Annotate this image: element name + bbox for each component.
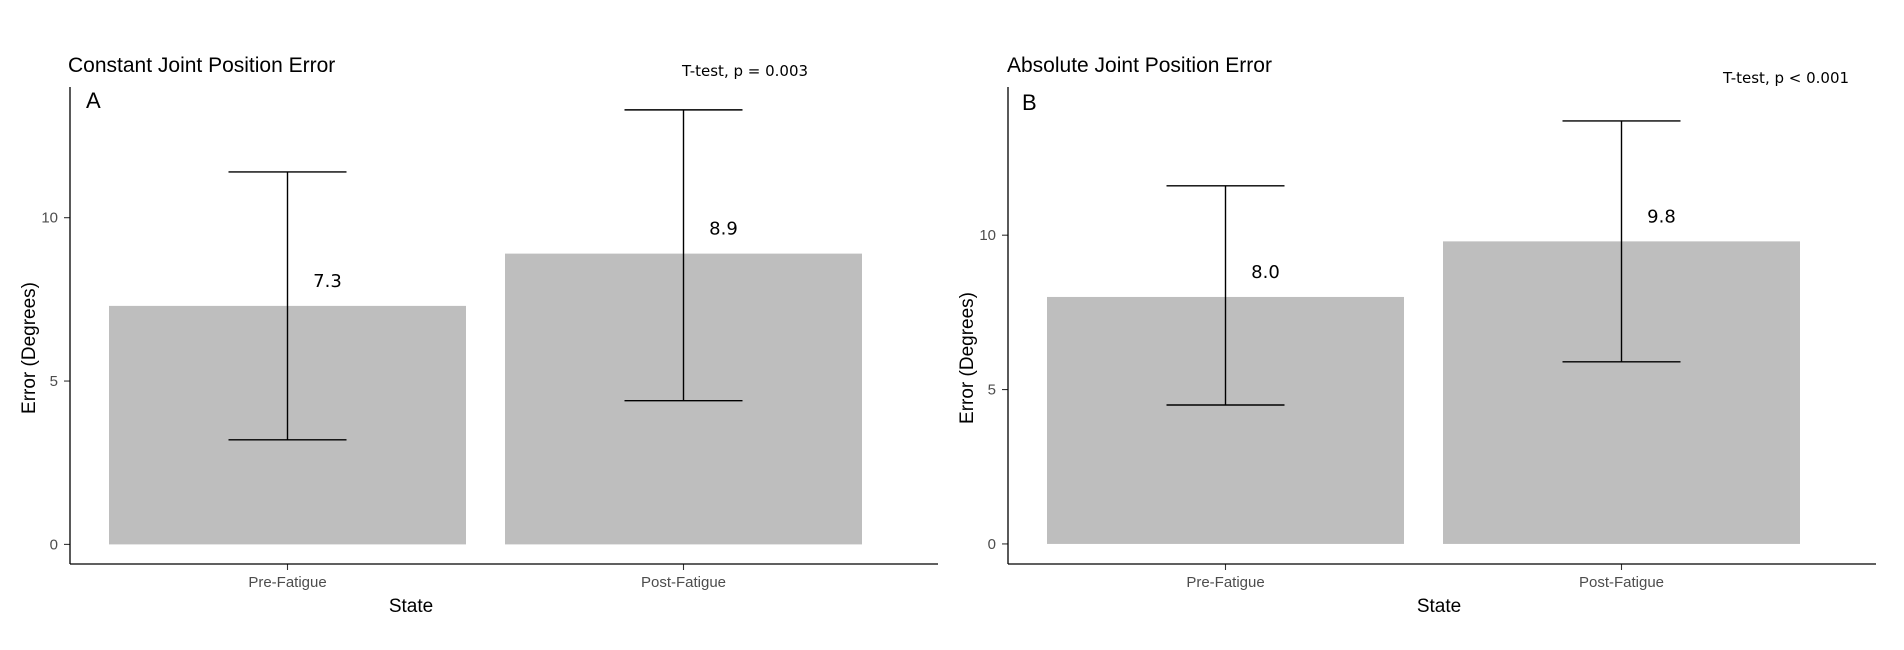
stat-annotation: T-test, p = 0.003 [681, 62, 808, 80]
data-label: 9.8 [1647, 206, 1676, 227]
panel-label: B [1022, 90, 1037, 115]
y-axis-title: Error (Degrees) [957, 292, 978, 424]
y-tick-label: 0 [50, 536, 58, 553]
x-tick-label: Post-Fatigue [1579, 574, 1664, 591]
x-tick-label: Pre-Fatigue [248, 574, 326, 591]
data-label: 7.3 [313, 271, 342, 292]
y-tick-label: 5 [50, 373, 58, 390]
x-axis-title: State [389, 596, 433, 617]
chart-panel-a: Constant Joint Position Error T-test, p … [19, 54, 938, 617]
stat-annotation: T-test, p < 0.001 [1722, 69, 1849, 87]
x-tick-label: Post-Fatigue [641, 574, 726, 591]
data-label: 8.9 [709, 219, 738, 240]
chart-panel-b: Absolute Joint Position Error T-test, p … [957, 54, 1876, 617]
y-tick-label: 10 [41, 210, 58, 227]
y-axis-title: Error (Degrees) [19, 282, 40, 414]
panel-label: A [86, 88, 101, 113]
x-tick-label: Pre-Fatigue [1186, 574, 1264, 591]
y-tick-label: 5 [988, 382, 996, 399]
plot-area: 7.3 Pre-Fatigue 8.9 Post-Fatigue 0 5 10 [41, 87, 938, 591]
chart-title: Constant Joint Position Error [68, 54, 335, 77]
chart-title: Absolute Joint Position Error [1007, 54, 1272, 77]
plot-area: 8.0 Pre-Fatigue 9.8 Post-Fatigue 0 5 10 [979, 87, 1876, 591]
y-tick-label: 0 [988, 536, 996, 553]
y-tick-label: 10 [979, 227, 996, 244]
data-label: 8.0 [1251, 262, 1280, 283]
x-axis-title: State [1417, 596, 1461, 617]
